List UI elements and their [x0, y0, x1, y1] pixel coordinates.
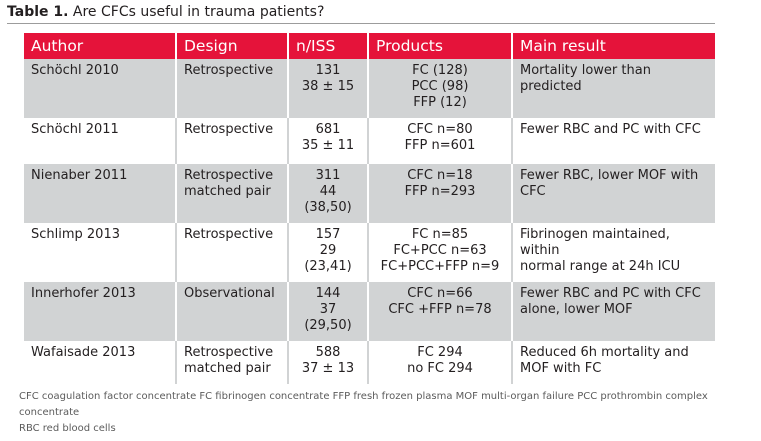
design-cell: Observational [175, 282, 288, 341]
result-line: CFC [520, 184, 546, 199]
niss-line: 37 ± 13 [301, 361, 355, 376]
author-cell: Schlimp 2013 [24, 223, 176, 282]
author-cell: Schöchl 2010 [24, 59, 176, 118]
products-line: FFP (12) [413, 95, 467, 110]
author-cell: Innerhofer 2013 [24, 282, 176, 341]
table-footnote: CFC coagulation factor concentrate FC fi… [19, 389, 739, 437]
products-cell: FC (128) PCC (98) FFP (12) [367, 59, 512, 118]
header-row: Author Design n/ISS Products Main result [24, 33, 715, 59]
design-line: matched pair [184, 184, 271, 199]
result-line: Fibrinogen maintained, within [520, 227, 670, 258]
niss-line: (29,50) [304, 318, 352, 333]
niss-line: 38 ± 15 [301, 79, 355, 94]
footnote-abbreviations: CFC coagulation factor concentrate FC fi… [19, 391, 708, 418]
result-line: MOF with FC [520, 361, 602, 376]
niss-line: (38,50) [304, 200, 352, 215]
design-cell: Retrospective [175, 59, 288, 118]
products-line: PCC (98) [411, 79, 469, 94]
niss-cell: 311 44 (38,50) [287, 164, 368, 223]
author-cell: Wafaisade 2013 [24, 341, 176, 384]
design-line: Retrospective [184, 122, 274, 137]
products-cell: CFC n=18 FFP n=293 [367, 164, 512, 223]
cfc-trauma-table: Author Design n/ISS Products Main result… [24, 33, 715, 384]
caption-rule [7, 23, 715, 24]
niss-line: (23,41) [304, 259, 352, 274]
result-line: Fewer RBC and PC with CFC [520, 286, 701, 301]
result-cell: Fewer RBC and PC with CFC alone, lower M… [511, 282, 715, 341]
result-cell: Mortality lower than predicted [511, 59, 715, 118]
design-line: matched pair [184, 361, 271, 376]
table-row: Schöchl 2010 Retrospective 131 38 ± 15 F… [24, 59, 715, 118]
products-line: CFC n=66 [407, 286, 473, 301]
products-line: no FC 294 [407, 361, 473, 376]
niss-cell: 681 35 ± 11 [287, 118, 368, 164]
header-author: Author [24, 33, 176, 59]
products-line: FC n=85 [411, 227, 469, 242]
design-cell: Retrospective matched pair [175, 164, 288, 223]
products-line: FC (128) [412, 63, 468, 78]
products-line: CFC n=80 [407, 122, 473, 137]
niss-line: 131 [315, 63, 341, 78]
result-line: Fewer RBC, lower MOF with [520, 168, 699, 183]
products-cell: FC 294 no FC 294 [367, 341, 512, 384]
header-products: Products [367, 33, 512, 59]
caption-label: Table 1. [7, 4, 69, 20]
author-cell: Schöchl 2011 [24, 118, 176, 164]
result-line: Fewer RBC and PC with CFC [520, 122, 701, 137]
products-cell: CFC n=66 CFC +FFP n=78 [367, 282, 512, 341]
footnote-abbreviations-cont: RBC red blood cells [19, 423, 116, 434]
result-cell: Reduced 6h mortality and MOF with FC [511, 341, 715, 384]
niss-line: 44 [319, 184, 337, 199]
products-cell: CFC n=80 FFP n=601 [367, 118, 512, 164]
products-line: FFP n=601 [404, 138, 476, 153]
products-line: CFC +FFP n=78 [388, 302, 492, 317]
design-line: Retrospective [184, 345, 274, 360]
result-line: Mortality lower than predicted [520, 63, 651, 94]
niss-line: 681 [315, 122, 341, 137]
niss-line: 311 [315, 168, 341, 183]
design-cell: Retrospective [175, 118, 288, 164]
table-row: Schöchl 2011 Retrospective 681 35 ± 11 C… [24, 118, 715, 164]
niss-cell: 144 37 (29,50) [287, 282, 368, 341]
table-row: Nienaber 2011 Retrospective matched pair… [24, 164, 715, 223]
header-design: Design [175, 33, 288, 59]
design-cell: Retrospective [175, 223, 288, 282]
design-line: Observational [184, 286, 275, 301]
result-cell: Fewer RBC, lower MOF with CFC [511, 164, 715, 223]
header-niss: n/ISS [287, 33, 368, 59]
result-cell: Fibrinogen maintained, within normal ran… [511, 223, 715, 282]
caption-text: Are CFCs useful in trauma patients? [68, 4, 325, 20]
table-row: Wafaisade 2013 Retrospective matched pai… [24, 341, 715, 384]
products-line: FC+PCC n=63 [393, 243, 487, 258]
niss-line: 144 [315, 286, 341, 301]
niss-cell: 588 37 ± 13 [287, 341, 368, 384]
products-cell: FC n=85 FC+PCC n=63 FC+PCC+FFP n=9 [367, 223, 512, 282]
design-cell: Retrospective matched pair [175, 341, 288, 384]
design-line: Retrospective [184, 63, 274, 78]
niss-line: 588 [315, 345, 341, 360]
products-line: FFP n=293 [404, 184, 476, 199]
products-line: FC+PCC+FFP n=9 [380, 259, 500, 274]
niss-cell: 131 38 ± 15 [287, 59, 368, 118]
table-caption: Table 1. Are CFCs useful in trauma patie… [7, 4, 324, 20]
table-row: Schlimp 2013 Retrospective 157 29 (23,41… [24, 223, 715, 282]
author-cell: Nienaber 2011 [24, 164, 176, 223]
products-line: FC 294 [417, 345, 463, 360]
niss-line: 35 ± 11 [301, 138, 355, 153]
result-line: Reduced 6h mortality and [520, 345, 689, 360]
table-row: Innerhofer 2013 Observational 144 37 (29… [24, 282, 715, 341]
niss-cell: 157 29 (23,41) [287, 223, 368, 282]
niss-line: 37 [319, 302, 337, 317]
niss-line: 157 [315, 227, 341, 242]
header-main-result: Main result [511, 33, 715, 59]
result-line: alone, lower MOF [520, 302, 633, 317]
design-line: Retrospective [184, 227, 274, 242]
niss-line: 29 [319, 243, 337, 258]
design-line: Retrospective [184, 168, 274, 183]
result-cell: Fewer RBC and PC with CFC [511, 118, 715, 164]
result-line: normal range at 24h ICU [520, 259, 681, 274]
products-line: CFC n=18 [407, 168, 473, 183]
